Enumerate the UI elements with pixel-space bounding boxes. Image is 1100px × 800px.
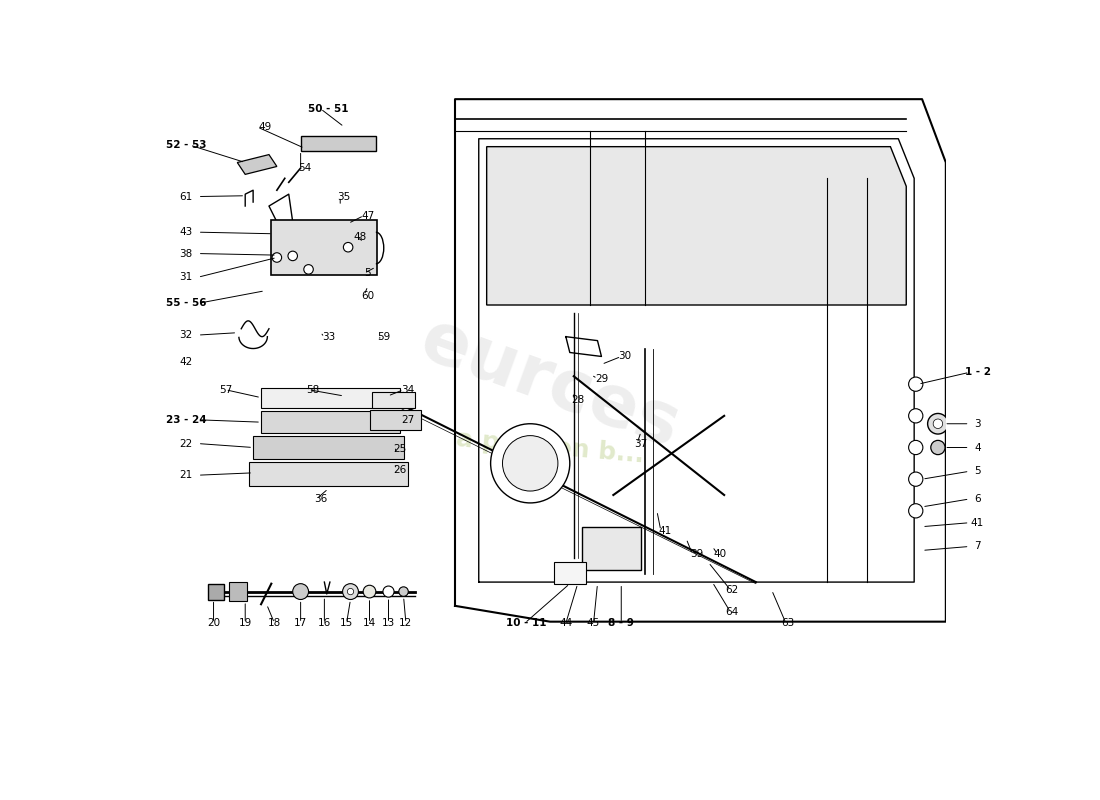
Text: 40: 40 bbox=[714, 550, 727, 559]
Bar bbox=[261, 411, 399, 434]
Circle shape bbox=[927, 414, 948, 434]
Text: 52 - 53: 52 - 53 bbox=[166, 140, 206, 150]
Text: 60: 60 bbox=[362, 290, 374, 301]
Text: 63: 63 bbox=[781, 618, 794, 628]
Text: 29: 29 bbox=[595, 374, 608, 384]
Text: 44: 44 bbox=[559, 618, 572, 628]
Text: 41: 41 bbox=[971, 518, 984, 528]
Text: 4: 4 bbox=[975, 442, 981, 453]
Text: 62: 62 bbox=[726, 585, 739, 595]
Circle shape bbox=[348, 589, 354, 594]
Text: 27: 27 bbox=[400, 414, 414, 425]
Text: 1 - 2: 1 - 2 bbox=[965, 367, 990, 378]
Text: 3: 3 bbox=[975, 418, 981, 429]
Circle shape bbox=[909, 377, 923, 391]
Bar bbox=[582, 526, 641, 570]
Text: 14: 14 bbox=[363, 618, 376, 628]
Text: 45: 45 bbox=[587, 618, 601, 628]
Circle shape bbox=[931, 440, 945, 454]
Bar bbox=[250, 462, 407, 486]
Text: 47: 47 bbox=[361, 210, 374, 221]
Text: 43: 43 bbox=[179, 227, 192, 237]
Circle shape bbox=[909, 409, 923, 423]
Text: 30: 30 bbox=[618, 351, 631, 362]
Circle shape bbox=[363, 586, 376, 598]
Circle shape bbox=[503, 436, 558, 491]
Bar bbox=[372, 392, 416, 408]
Text: 64: 64 bbox=[726, 607, 739, 617]
Polygon shape bbox=[486, 146, 906, 305]
Text: 22: 22 bbox=[179, 438, 192, 449]
Circle shape bbox=[933, 419, 943, 429]
Bar bbox=[208, 584, 223, 599]
Text: 18: 18 bbox=[268, 618, 282, 628]
FancyBboxPatch shape bbox=[272, 220, 377, 275]
Circle shape bbox=[491, 424, 570, 503]
Bar bbox=[230, 582, 246, 601]
Text: 17: 17 bbox=[294, 618, 307, 628]
Text: eurces: eurces bbox=[411, 306, 689, 463]
Bar bbox=[300, 136, 376, 150]
Text: 23 - 24: 23 - 24 bbox=[165, 414, 206, 425]
Text: 35: 35 bbox=[338, 191, 351, 202]
Circle shape bbox=[909, 504, 923, 518]
Text: 48: 48 bbox=[353, 232, 366, 242]
Text: 34: 34 bbox=[400, 385, 414, 394]
Text: 50 - 51: 50 - 51 bbox=[308, 104, 349, 114]
Text: a passion b...: a passion b... bbox=[455, 427, 645, 468]
Text: 49: 49 bbox=[258, 122, 272, 132]
Text: 25: 25 bbox=[393, 444, 406, 454]
Text: 16: 16 bbox=[318, 618, 331, 628]
Circle shape bbox=[342, 584, 359, 599]
Text: 59: 59 bbox=[377, 333, 390, 342]
Bar bbox=[554, 562, 585, 584]
Circle shape bbox=[909, 472, 923, 486]
Text: 54: 54 bbox=[298, 163, 311, 173]
Bar bbox=[261, 388, 399, 408]
Text: 10 - 11: 10 - 11 bbox=[506, 618, 547, 628]
Text: 36: 36 bbox=[314, 494, 327, 504]
Text: 57: 57 bbox=[219, 385, 232, 394]
Circle shape bbox=[383, 586, 394, 597]
Circle shape bbox=[272, 253, 282, 262]
Text: 5: 5 bbox=[364, 268, 371, 278]
Text: 20: 20 bbox=[207, 618, 220, 628]
Circle shape bbox=[399, 587, 408, 596]
Text: 5: 5 bbox=[975, 466, 981, 476]
Text: 15: 15 bbox=[340, 618, 353, 628]
Text: 12: 12 bbox=[399, 618, 412, 628]
Text: 31: 31 bbox=[179, 272, 192, 282]
Text: 8 - 9: 8 - 9 bbox=[608, 618, 635, 628]
Circle shape bbox=[909, 440, 923, 454]
Text: 32: 32 bbox=[179, 330, 192, 340]
Text: 39: 39 bbox=[690, 550, 703, 559]
Text: 55 - 56: 55 - 56 bbox=[166, 298, 206, 309]
Circle shape bbox=[288, 251, 297, 261]
Text: 28: 28 bbox=[571, 395, 584, 405]
Text: 38: 38 bbox=[179, 249, 192, 258]
Polygon shape bbox=[238, 154, 277, 174]
Bar bbox=[370, 410, 421, 430]
Bar bbox=[253, 436, 404, 459]
Text: 19: 19 bbox=[239, 618, 252, 628]
Text: 41: 41 bbox=[658, 526, 671, 536]
Text: 21: 21 bbox=[179, 470, 192, 480]
Text: 42: 42 bbox=[179, 357, 192, 367]
Circle shape bbox=[304, 265, 313, 274]
Circle shape bbox=[293, 584, 308, 599]
Text: 6: 6 bbox=[975, 494, 981, 504]
Circle shape bbox=[343, 242, 353, 252]
Text: 7: 7 bbox=[975, 542, 981, 551]
Text: 13: 13 bbox=[382, 618, 395, 628]
Text: 61: 61 bbox=[179, 191, 192, 202]
Text: 58: 58 bbox=[306, 385, 319, 394]
Text: 37: 37 bbox=[635, 438, 648, 449]
Text: 33: 33 bbox=[321, 333, 336, 342]
Text: 26: 26 bbox=[393, 465, 406, 474]
